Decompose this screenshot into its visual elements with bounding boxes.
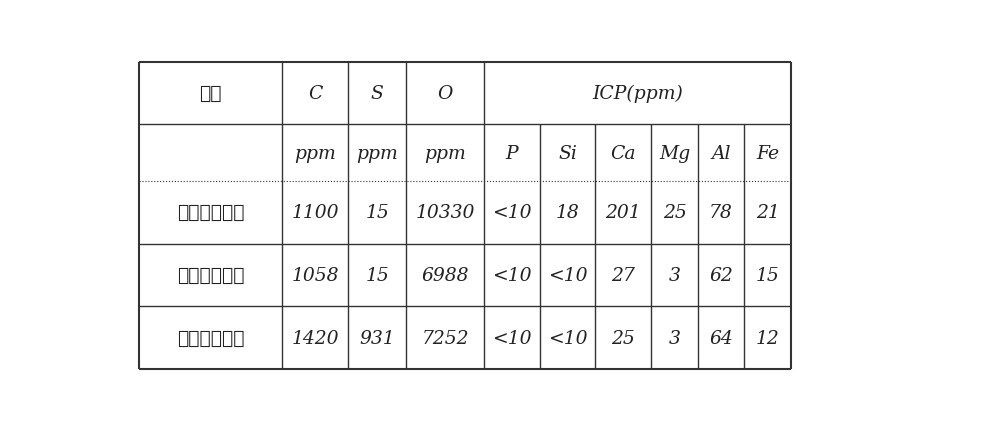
Text: 1058: 1058 [292,267,339,285]
Text: 有机酸处理后: 有机酸处理后 [177,267,244,285]
Text: Fe: Fe [756,144,779,162]
Text: <10: <10 [548,329,587,347]
Text: 10330: 10330 [415,204,475,222]
Text: 25: 25 [611,329,635,347]
Text: 27: 27 [611,267,635,285]
Text: 21: 21 [756,204,779,222]
Text: ppm: ppm [424,144,466,162]
Text: 15: 15 [756,267,779,285]
Text: P: P [505,144,518,162]
Text: <10: <10 [548,267,587,285]
Text: 3: 3 [669,267,680,285]
Text: Ca: Ca [611,144,636,162]
Text: 7252: 7252 [421,329,469,347]
Text: 3: 3 [669,329,680,347]
Text: 25: 25 [663,204,686,222]
Text: 有机酸处理前: 有机酸处理前 [177,204,244,222]
Text: Al: Al [711,144,731,162]
Text: <10: <10 [492,267,531,285]
Text: <10: <10 [492,329,531,347]
Text: ppm: ppm [356,144,398,162]
Text: S: S [371,85,384,103]
Text: 18: 18 [556,204,579,222]
Text: 78: 78 [709,204,733,222]
Text: 1420: 1420 [292,329,339,347]
Text: 15: 15 [365,267,389,285]
Text: Mg: Mg [659,144,690,162]
Text: ICP(ppm): ICP(ppm) [592,85,683,103]
Text: C: C [308,85,322,103]
Text: 硫化物处理后: 硫化物处理后 [177,329,244,347]
Text: 201: 201 [606,204,641,222]
Text: <10: <10 [492,204,531,222]
Text: ppm: ppm [294,144,336,162]
Text: 1100: 1100 [292,204,339,222]
Text: 12: 12 [756,329,779,347]
Text: O: O [437,85,453,103]
Text: 62: 62 [709,267,733,285]
Text: 64: 64 [709,329,733,347]
Text: Si: Si [558,144,577,162]
Text: 15: 15 [365,204,389,222]
Text: 编号: 编号 [199,85,222,103]
Text: 6988: 6988 [421,267,469,285]
Text: 931: 931 [359,329,395,347]
